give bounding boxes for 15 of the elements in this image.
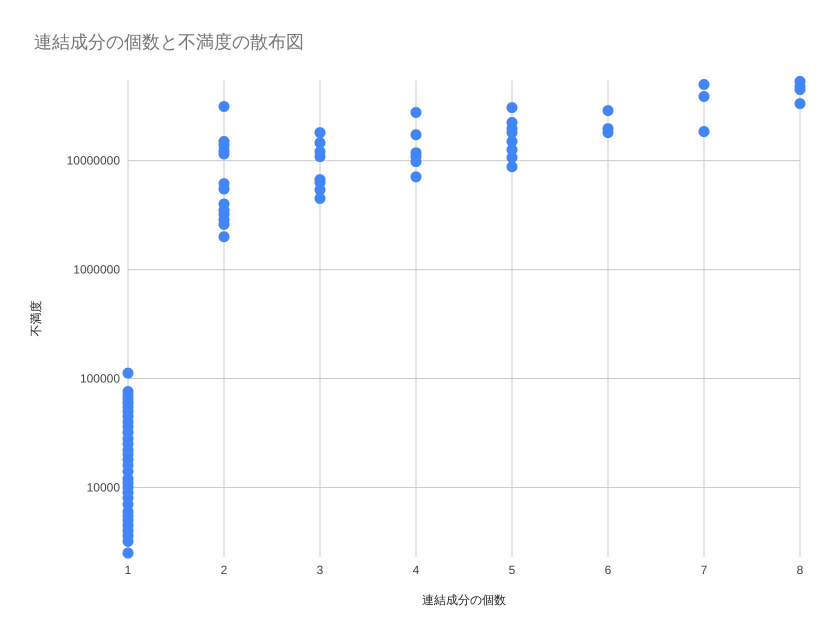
chart-title: 連結成分の個数と不満度の散布図 <box>34 32 304 52</box>
x-tick-label: 8 <box>796 563 804 577</box>
y-tick-label: 10000000 <box>66 154 120 168</box>
x-tick-label: 6 <box>604 563 612 577</box>
y-axis-title: 不満度 <box>29 300 43 336</box>
y-tick-label: 1000000 <box>73 262 120 277</box>
x-tick-label: 1 <box>124 563 132 577</box>
x-tick-label: 7 <box>700 563 708 577</box>
x-tick-label: 4 <box>412 563 420 577</box>
y-tick-label: 100000 <box>80 372 120 386</box>
x-tick-label: 5 <box>508 563 516 577</box>
x-tick-label: 2 <box>220 563 228 577</box>
x-tick-label: 3 <box>316 563 324 577</box>
y-tick-label: 10000 <box>86 480 120 494</box>
x-axis-title: 連結成分の個数 <box>422 593 506 607</box>
